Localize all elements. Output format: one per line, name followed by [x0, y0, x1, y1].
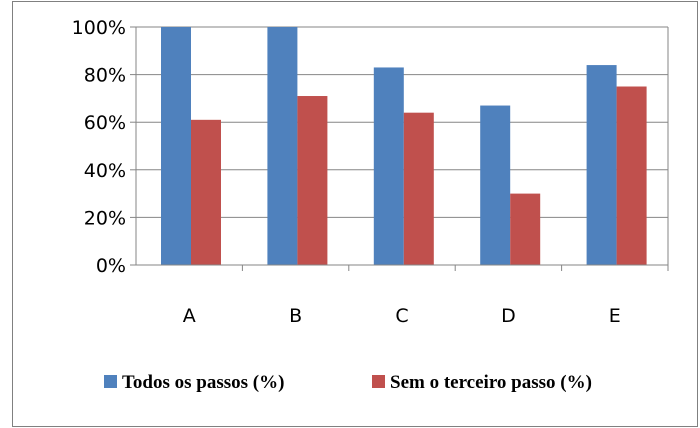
- legend: Todos os passos (%) Sem o terceiro passo …: [104, 372, 592, 393]
- legend-label-series-1: Todos os passos (%): [122, 372, 284, 393]
- bar-a-series-2: [191, 119, 221, 265]
- chart-frame: [12, 1, 698, 427]
- y-tick-label: 80%: [84, 65, 126, 87]
- axes: [135, 27, 669, 271]
- bars: [161, 27, 647, 266]
- legend-swatch-series-1: [104, 375, 117, 388]
- x-axis-labels: A B C D E: [183, 305, 621, 327]
- y-axis-ticks: 0% 20% 40% 60% 80% 100%: [72, 17, 136, 277]
- bar-b-series-2: [297, 96, 328, 266]
- legend-swatch-series-2: [372, 375, 385, 388]
- x-tick-label: B: [289, 305, 302, 327]
- x-tick-label: C: [395, 305, 408, 327]
- x-tick-label: D: [501, 305, 516, 327]
- bar-b-series-1: [267, 27, 298, 265]
- y-tick-label: 60%: [84, 112, 126, 134]
- legend-label-series-2: Sem o terceiro passo (%): [390, 372, 592, 393]
- x-tick-label: E: [609, 305, 621, 327]
- bar-e-series-1: [586, 65, 617, 265]
- bar-d-series-2: [510, 193, 541, 265]
- bar-a-series-1: [161, 27, 191, 265]
- bar-d-series-1: [480, 105, 511, 265]
- x-tick-label: A: [183, 305, 196, 327]
- y-tick-label: 20%: [84, 207, 126, 229]
- bar-c-series-2: [403, 112, 434, 266]
- y-tick-label: 100%: [72, 17, 126, 39]
- bar-e-series-2: [616, 86, 647, 265]
- y-tick-label: 40%: [84, 160, 126, 182]
- bar-c-series-1: [373, 67, 404, 266]
- y-tick-label: 0%: [96, 255, 126, 277]
